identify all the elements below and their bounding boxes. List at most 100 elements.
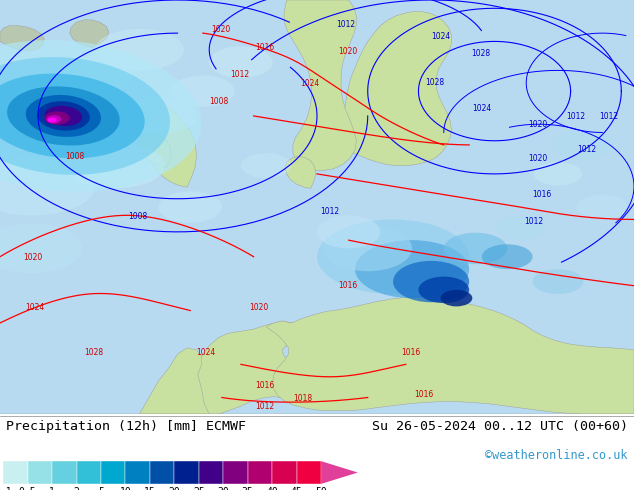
Polygon shape: [330, 12, 451, 166]
Text: 1020: 1020: [528, 154, 547, 163]
Polygon shape: [284, 0, 356, 171]
Polygon shape: [321, 461, 358, 484]
Text: 1024: 1024: [300, 79, 319, 88]
Text: 1016: 1016: [401, 348, 420, 357]
Ellipse shape: [46, 115, 61, 123]
Text: 50: 50: [315, 487, 327, 490]
Text: 1028: 1028: [471, 49, 490, 58]
Ellipse shape: [534, 162, 582, 186]
Ellipse shape: [120, 98, 197, 135]
Polygon shape: [152, 98, 197, 187]
Text: 1008: 1008: [129, 212, 148, 220]
Ellipse shape: [444, 233, 507, 264]
Ellipse shape: [495, 215, 545, 240]
Polygon shape: [70, 20, 109, 48]
Text: 1018: 1018: [294, 394, 313, 403]
Text: 1020: 1020: [528, 120, 547, 129]
Ellipse shape: [317, 220, 469, 294]
FancyBboxPatch shape: [52, 461, 77, 484]
Text: 1016: 1016: [256, 381, 275, 391]
Text: 1016: 1016: [256, 43, 275, 52]
Text: 1024: 1024: [197, 348, 216, 357]
Polygon shape: [0, 25, 44, 50]
Text: 1016: 1016: [533, 190, 552, 199]
FancyBboxPatch shape: [297, 461, 321, 484]
Ellipse shape: [209, 47, 273, 78]
Text: 10: 10: [120, 487, 131, 490]
Text: 1024: 1024: [431, 32, 450, 41]
Text: 1016: 1016: [338, 281, 357, 290]
Text: 1020: 1020: [23, 253, 42, 262]
Ellipse shape: [0, 157, 95, 215]
Text: 1028: 1028: [84, 348, 103, 357]
Text: 1012: 1012: [577, 145, 596, 153]
Ellipse shape: [441, 290, 472, 306]
Ellipse shape: [57, 56, 133, 93]
Text: 20: 20: [169, 487, 180, 490]
Ellipse shape: [552, 129, 615, 161]
Ellipse shape: [577, 195, 628, 220]
Ellipse shape: [0, 223, 82, 273]
Text: 0.5: 0.5: [19, 487, 36, 490]
Text: 40: 40: [266, 487, 278, 490]
Text: 0.1: 0.1: [0, 487, 12, 490]
Text: 35: 35: [242, 487, 254, 490]
Ellipse shape: [7, 86, 120, 146]
FancyBboxPatch shape: [126, 461, 150, 484]
Text: 1012: 1012: [524, 217, 543, 226]
Text: 45: 45: [291, 487, 302, 490]
Ellipse shape: [533, 269, 583, 294]
Ellipse shape: [0, 74, 145, 158]
Ellipse shape: [44, 111, 70, 124]
Text: 1028: 1028: [425, 78, 444, 87]
Text: Precipitation (12h) [mm] ECMWF: Precipitation (12h) [mm] ECMWF: [6, 420, 247, 433]
Text: 1016: 1016: [414, 390, 433, 399]
Text: 1020: 1020: [249, 303, 268, 312]
Ellipse shape: [393, 261, 469, 302]
Text: 1024: 1024: [25, 303, 44, 312]
Ellipse shape: [355, 240, 469, 298]
Text: 1012: 1012: [599, 112, 618, 121]
Text: Su 26-05-2024 00..12 UTC (00+60): Su 26-05-2024 00..12 UTC (00+60): [372, 420, 628, 433]
Text: 1012: 1012: [320, 207, 339, 217]
FancyBboxPatch shape: [150, 461, 174, 484]
Ellipse shape: [37, 101, 90, 131]
FancyBboxPatch shape: [199, 461, 223, 484]
FancyBboxPatch shape: [223, 461, 248, 484]
Text: 1008: 1008: [209, 97, 228, 106]
Ellipse shape: [171, 75, 235, 107]
Ellipse shape: [158, 191, 222, 223]
Polygon shape: [0, 414, 634, 435]
Ellipse shape: [323, 226, 412, 271]
Polygon shape: [139, 348, 216, 414]
FancyBboxPatch shape: [77, 461, 101, 484]
Polygon shape: [266, 296, 634, 414]
Ellipse shape: [241, 153, 292, 178]
Text: 30: 30: [217, 487, 229, 490]
Text: 2: 2: [74, 487, 79, 490]
Polygon shape: [139, 133, 171, 168]
Text: 1: 1: [49, 487, 55, 490]
Text: 25: 25: [193, 487, 205, 490]
FancyBboxPatch shape: [272, 461, 297, 484]
Ellipse shape: [418, 276, 469, 303]
Ellipse shape: [63, 143, 165, 188]
FancyBboxPatch shape: [174, 461, 199, 484]
Text: 5: 5: [98, 487, 104, 490]
Polygon shape: [285, 156, 316, 188]
Text: ©weatheronline.co.uk: ©weatheronline.co.uk: [485, 449, 628, 463]
Text: 15: 15: [144, 487, 156, 490]
FancyBboxPatch shape: [3, 461, 28, 484]
Ellipse shape: [0, 40, 202, 192]
Text: 1012: 1012: [566, 112, 585, 121]
Text: 1008: 1008: [65, 152, 84, 161]
Ellipse shape: [44, 106, 82, 126]
Ellipse shape: [482, 245, 533, 269]
Text: 1012: 1012: [336, 21, 355, 29]
Ellipse shape: [317, 215, 380, 248]
Ellipse shape: [48, 118, 56, 122]
Text: 1012: 1012: [256, 402, 275, 411]
Ellipse shape: [95, 29, 184, 71]
Ellipse shape: [0, 57, 170, 175]
FancyBboxPatch shape: [248, 461, 272, 484]
